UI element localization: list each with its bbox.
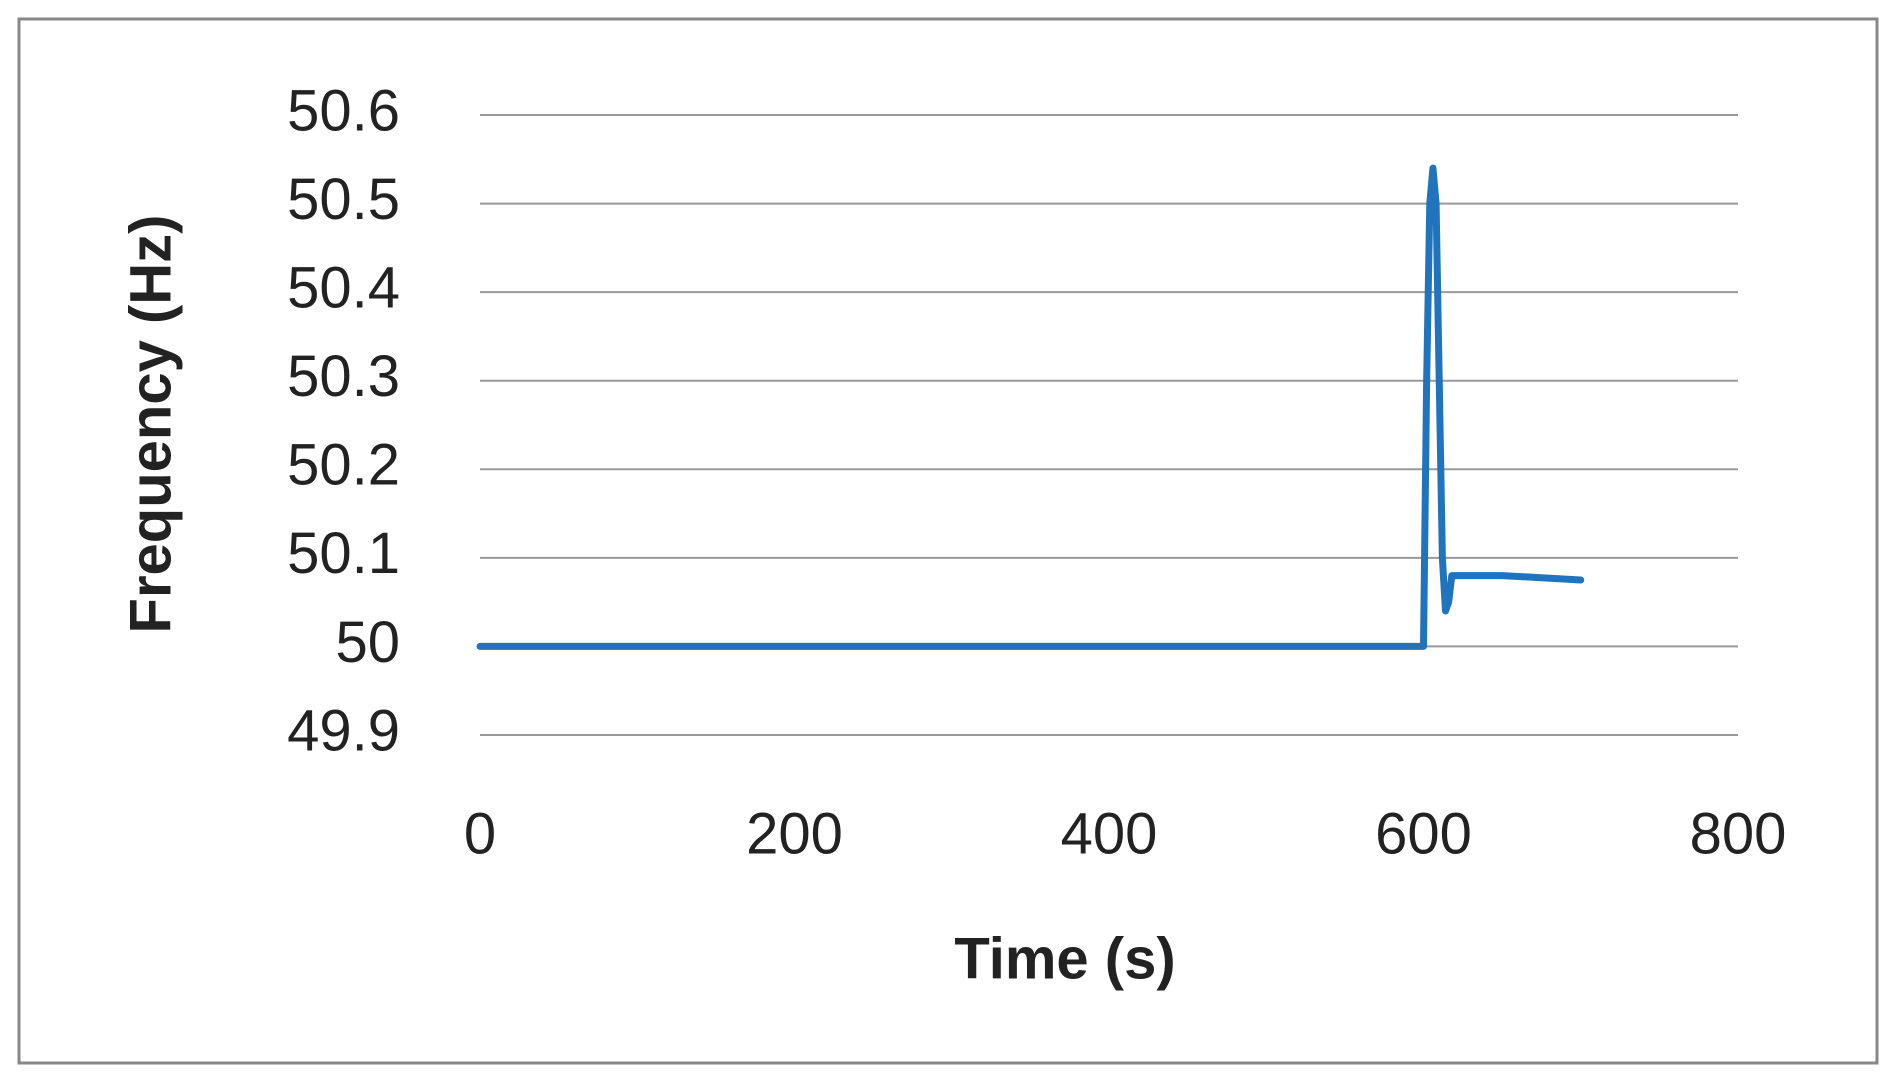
x-tick-label: 600 (1375, 801, 1472, 866)
y-tick-label: 50.5 (287, 167, 400, 232)
y-axis-title: Frequency (Hz) (118, 215, 183, 634)
y-tick-label: 49.9 (287, 698, 400, 763)
data-line (476, 164, 1585, 650)
y-tick-label: 50.4 (287, 255, 400, 320)
x-tick-label: 0 (464, 801, 496, 866)
x-tick-label: 800 (1690, 801, 1787, 866)
chart-border (17, 17, 1879, 1065)
y-tick-label: 50.2 (287, 433, 400, 498)
x-tick-label: 200 (746, 801, 843, 866)
x-axis-title: Time (s) (954, 926, 1175, 991)
y-tick-label: 50.1 (287, 521, 400, 586)
y-tick-label: 50 (335, 610, 400, 675)
y-tick-label: 50.3 (287, 344, 400, 409)
x-tick-label: 400 (1061, 801, 1158, 866)
y-tick-label: 50.6 (287, 78, 400, 143)
